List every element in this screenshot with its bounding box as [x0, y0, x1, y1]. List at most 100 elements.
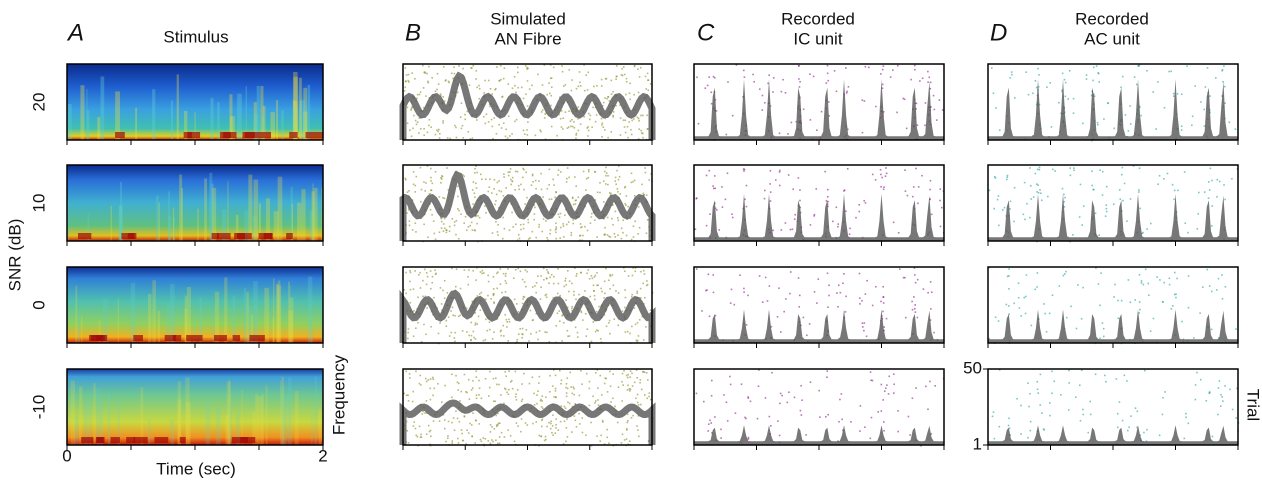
raster-dot	[572, 222, 575, 225]
raster-dot	[701, 310, 703, 312]
raster-dot	[478, 423, 481, 425]
raster-dot	[1180, 125, 1183, 128]
raster-dot	[519, 223, 522, 226]
raster-dot	[440, 217, 443, 220]
raster-dot	[1036, 168, 1039, 171]
raster-dot	[462, 174, 464, 176]
raster-dot	[1201, 286, 1204, 288]
raster-dot	[761, 109, 764, 111]
raster-dot	[414, 77, 416, 80]
raster-dot	[600, 394, 603, 396]
raster-dot	[1117, 317, 1120, 320]
raster-dot	[417, 296, 419, 299]
raster-dot	[1062, 274, 1065, 277]
raster-dot	[563, 285, 566, 288]
raster-dot	[758, 88, 761, 90]
raster-dot	[820, 110, 823, 113]
raster-dot	[1037, 184, 1039, 186]
raster-dot	[622, 384, 625, 386]
raster-dot	[1235, 417, 1238, 419]
raster-dot	[1191, 115, 1194, 118]
raster-dot	[471, 137, 474, 140]
raster-dot	[565, 299, 567, 301]
raster-dot	[517, 233, 520, 236]
raster-dot	[614, 405, 616, 408]
raster-dot	[564, 279, 567, 282]
raster-dot	[1137, 191, 1140, 193]
raster-dot	[1172, 305, 1174, 307]
raster-dot	[524, 269, 527, 271]
raster-dot	[556, 134, 558, 137]
raster-dot	[1063, 193, 1065, 196]
raster-dot	[597, 329, 599, 332]
raster-dot	[444, 384, 446, 387]
raster-dot	[565, 284, 568, 286]
raster-dot	[791, 228, 794, 231]
raster-dot	[457, 315, 460, 318]
raster-dot	[625, 204, 627, 207]
raster-dot	[493, 427, 496, 430]
spectrogram-texture	[261, 393, 264, 445]
raster-dot	[580, 369, 582, 372]
raster-dot	[492, 440, 494, 443]
raster-dot	[1105, 204, 1108, 206]
raster-dot	[481, 272, 483, 275]
raster-dot	[489, 178, 491, 181]
raster-dot	[521, 383, 523, 385]
panel-title: Stimulus	[163, 27, 228, 46]
raster-dot	[576, 336, 579, 338]
raster-dot	[467, 283, 470, 286]
raster-dot	[766, 300, 769, 302]
raster-dot	[419, 127, 422, 130]
raster-dot	[555, 222, 557, 225]
raster-dot	[594, 330, 597, 333]
raster-dot	[617, 190, 619, 193]
raster-dot	[639, 66, 642, 69]
raster-dot	[497, 423, 499, 426]
raster-dot	[608, 192, 611, 194]
raster-dot	[875, 285, 877, 288]
raster-dot	[733, 303, 736, 306]
raster-dot	[497, 442, 499, 445]
raster-dot	[493, 188, 495, 190]
raster-dot	[557, 213, 560, 216]
raster-dot	[1082, 286, 1084, 289]
raster-dot	[425, 400, 428, 402]
raster-dot	[1089, 400, 1092, 403]
raster-dot	[442, 223, 445, 225]
raster-dot	[408, 209, 410, 211]
raster-dot	[514, 396, 517, 398]
raster-dot	[553, 275, 555, 278]
raster-dot	[418, 117, 421, 119]
raster-dot	[407, 328, 410, 330]
raster-dot	[537, 390, 539, 393]
spectrogram-texture	[197, 208, 199, 241]
raster-dot	[434, 273, 437, 276]
raster-dot	[1007, 305, 1010, 307]
raster-dot	[496, 66, 498, 68]
spectrogram-texture	[215, 408, 221, 445]
raster-dot	[589, 114, 592, 117]
spectrogram-texture	[147, 294, 152, 343]
raster-dot	[477, 315, 480, 318]
raster-dot	[522, 129, 525, 132]
raster-dot	[514, 120, 516, 123]
raster-dot	[535, 312, 538, 315]
raster-dot	[516, 338, 519, 341]
raster-dot	[993, 175, 996, 178]
spectrogram-texture	[170, 100, 173, 140]
raster-dot	[540, 435, 543, 438]
raster-dot	[509, 434, 512, 437]
raster-dot	[504, 135, 507, 138]
raster-dot	[549, 391, 551, 393]
raster-dot	[438, 137, 441, 139]
raster-dot	[552, 434, 554, 436]
raster-dot	[533, 404, 536, 406]
raster-dot	[627, 275, 630, 277]
raster-dot	[1054, 170, 1056, 172]
raster-dot	[632, 267, 634, 269]
raster-dot	[539, 129, 541, 132]
raster-dot	[472, 412, 474, 414]
raster-dot	[508, 370, 510, 372]
raster-dot	[1158, 434, 1161, 437]
